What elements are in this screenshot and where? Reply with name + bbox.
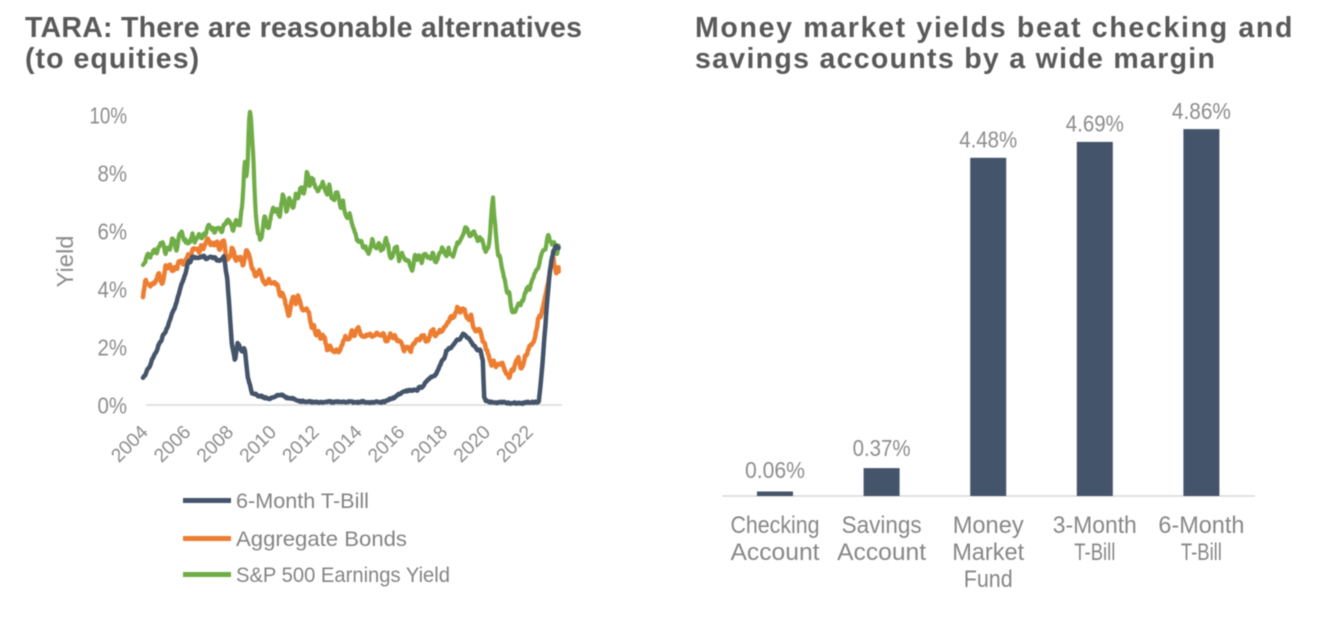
svg-text:4.48%: 4.48% <box>959 127 1017 153</box>
svg-text:2018: 2018 <box>407 422 452 467</box>
svg-text:6-Month: 6-Month <box>1158 512 1244 539</box>
svg-text:6-Month T-Bill: 6-Month T-Bill <box>236 490 369 513</box>
svg-text:2%: 2% <box>98 335 128 361</box>
svg-text:0.06%: 0.06% <box>745 457 805 483</box>
svg-text:Account: Account <box>731 539 820 566</box>
svg-text:Savings: Savings <box>842 512 922 539</box>
svg-text:2006: 2006 <box>150 422 195 467</box>
svg-text:Money: Money <box>953 512 1024 539</box>
svg-text:4.86%: 4.86% <box>1172 98 1231 124</box>
svg-text:0%: 0% <box>98 393 128 419</box>
svg-text:0.37%: 0.37% <box>853 435 911 461</box>
svg-text:Yield: Yield <box>52 236 78 288</box>
svg-text:T-Bill: T-Bill <box>1181 539 1222 566</box>
svg-text:2016: 2016 <box>364 422 409 467</box>
svg-text:2014: 2014 <box>322 422 367 467</box>
svg-text:T-Bill: T-Bill <box>1074 539 1115 566</box>
svg-text:3-Month: 3-Month <box>1053 512 1137 539</box>
svg-text:4.69%: 4.69% <box>1066 111 1124 137</box>
svg-text:8%: 8% <box>98 161 128 187</box>
svg-text:S&P 500 Earnings Yield: S&P 500 Earnings Yield <box>236 564 450 587</box>
svg-text:6%: 6% <box>98 219 128 245</box>
svg-text:Aggregate Bonds: Aggregate Bonds <box>236 528 407 551</box>
svg-text:4%: 4% <box>98 277 128 303</box>
svg-text:2020: 2020 <box>450 422 495 467</box>
svg-text:Account: Account <box>837 539 926 566</box>
svg-text:2010: 2010 <box>236 422 281 467</box>
svg-text:2004: 2004 <box>108 422 153 467</box>
svg-text:2022: 2022 <box>493 422 538 467</box>
svg-text:10%: 10% <box>90 103 128 129</box>
svg-text:2008: 2008 <box>193 422 238 467</box>
svg-text:Checking: Checking <box>731 512 820 539</box>
svg-text:2012: 2012 <box>279 422 324 467</box>
svg-text:Market: Market <box>952 539 1024 566</box>
svg-text:Fund: Fund <box>964 566 1013 593</box>
